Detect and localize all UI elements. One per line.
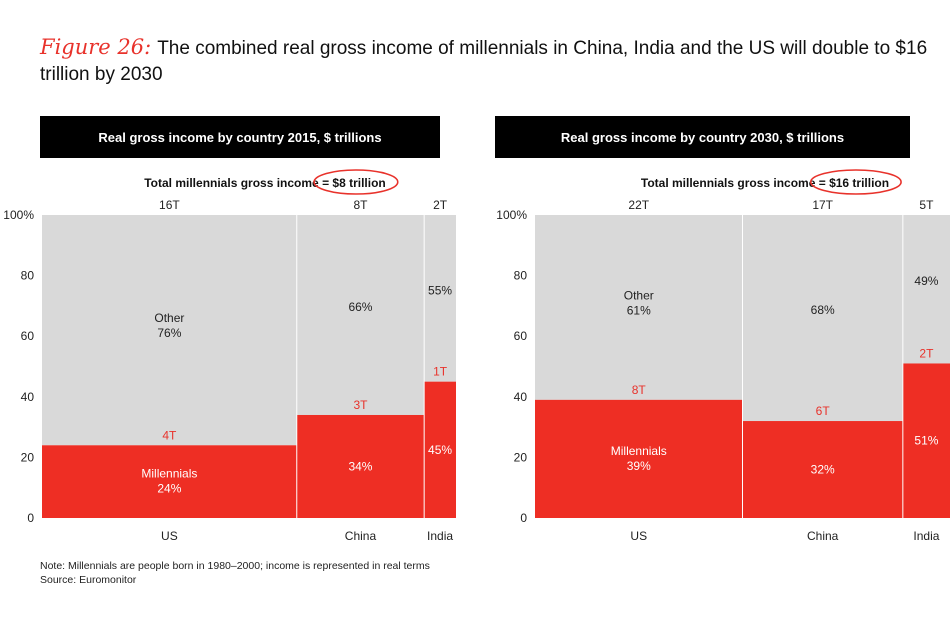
millennials-pct-label: 32%	[811, 463, 835, 477]
country-label: India	[427, 529, 453, 543]
y-tick-label: 0	[520, 511, 527, 525]
y-tick-label: 40	[514, 390, 528, 404]
note-text: Note: Millennials are people born in 198…	[40, 560, 430, 572]
column-total-label: 2T	[433, 198, 448, 212]
y-tick-label: 40	[21, 390, 35, 404]
y-tick-label: 20	[514, 450, 528, 464]
millennials-segment-india	[902, 363, 950, 518]
y-tick-label: 100%	[496, 208, 527, 222]
chart-2015: Total millennials gross income = $8 tril…	[3, 169, 456, 543]
other-pct-label: 61%	[627, 303, 651, 317]
chart-2030-title: Real gross income by country 2030, $ tri…	[560, 129, 845, 145]
other-series-label: Other	[624, 288, 654, 302]
total-highlight-circle	[809, 169, 902, 195]
millennials-segment-china	[296, 414, 425, 518]
column-total-label: 5T	[919, 198, 934, 212]
country-label: US	[630, 529, 647, 543]
country-label: India	[913, 529, 939, 543]
y-tick-label: 20	[21, 450, 35, 464]
millennials-pct-label: 34%	[348, 459, 372, 473]
chart-2030-banner: Real gross income by country 2030, $ tri…	[495, 116, 910, 158]
y-tick-label: 60	[514, 329, 528, 343]
millennials-value-label: 2T	[919, 346, 934, 360]
millennials-value-label: 1T	[433, 365, 448, 379]
millennials-series-label: Millennials	[611, 444, 667, 458]
other-pct-label: 55%	[428, 283, 452, 297]
millennials-series-label: Millennials	[141, 467, 197, 481]
other-segment-china	[742, 215, 903, 422]
other-segment-china	[296, 215, 425, 415]
column-total-label: 17T	[812, 198, 833, 212]
y-tick-label: 0	[27, 511, 34, 525]
column-total-label: 16T	[159, 198, 180, 212]
total-income-label: Total millennials gross income	[641, 176, 819, 190]
y-tick-label: 100%	[3, 208, 34, 222]
country-label: US	[161, 529, 178, 543]
millennials-segment-us	[42, 445, 297, 518]
millennials-value-label: 4T	[162, 428, 177, 442]
source-text: Source: Euromonitor	[40, 574, 137, 586]
figure-title: Figure 26: The combined real gross income…	[40, 34, 930, 88]
y-tick-label: 60	[21, 329, 35, 343]
other-segment-us	[535, 215, 743, 400]
total-income-label: Total millennials gross income	[144, 176, 322, 190]
chart-2015-banner: Real gross income by country 2015, $ tri…	[40, 116, 440, 158]
other-segment-us	[42, 215, 297, 446]
footnote: Note: Millennials are people born in 198…	[40, 559, 430, 587]
millennials-pct-label: 39%	[627, 459, 651, 473]
figure-title-text: The combined real gross income of millen…	[40, 38, 928, 85]
other-pct-label: 76%	[157, 326, 181, 340]
chart-2030: Total millennials gross income = $16 tri…	[496, 169, 950, 543]
millennials-segment-china	[742, 421, 903, 518]
other-segment-india	[902, 215, 950, 364]
millennials-value-label: 6T	[816, 404, 831, 418]
total-income-value: = $16 trillion	[819, 176, 889, 190]
millennials-pct-label: 51%	[914, 434, 938, 448]
column-total-label: 22T	[628, 198, 649, 212]
millennials-value-label: 8T	[632, 383, 647, 397]
total-income-heading: Total millennials gross income = $8 tril…	[144, 176, 386, 190]
other-pct-label: 68%	[811, 303, 835, 317]
figure-label: Figure 26:	[40, 35, 152, 59]
millennials-pct-label: 45%	[428, 443, 452, 457]
millennials-segment-india	[424, 381, 456, 518]
chart-2015-title: Real gross income by country 2015, $ tri…	[98, 129, 382, 145]
millennials-segment-us	[535, 399, 743, 518]
other-pct-label: 66%	[348, 300, 372, 314]
country-label: China	[807, 529, 839, 543]
other-pct-label: 49%	[914, 274, 938, 288]
other-series-label: Other	[154, 311, 184, 325]
y-tick-label: 80	[21, 269, 35, 283]
total-income-value: = $8 trillion	[322, 176, 386, 190]
total-income-heading: Total millennials gross income = $16 tri…	[641, 176, 889, 190]
other-segment-india	[424, 215, 456, 382]
millennials-pct-label: 24%	[157, 482, 181, 496]
millennials-value-label: 3T	[353, 398, 368, 412]
total-highlight-circle	[313, 169, 399, 195]
y-tick-label: 80	[514, 269, 528, 283]
country-label: China	[345, 529, 377, 543]
column-total-label: 8T	[353, 198, 368, 212]
